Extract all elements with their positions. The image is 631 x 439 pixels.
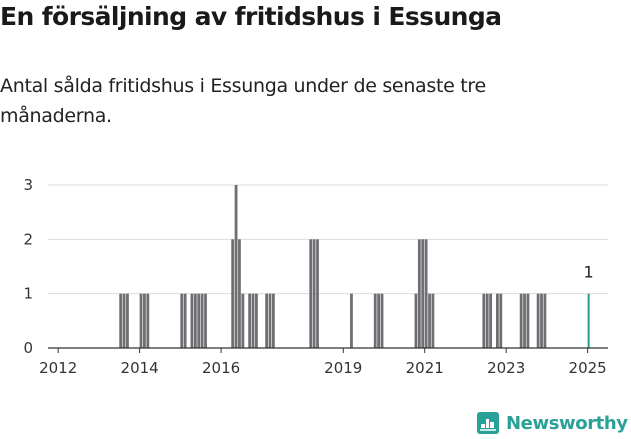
bar: [143, 293, 146, 348]
bar: [421, 239, 425, 348]
bar: [190, 293, 194, 348]
bar: [146, 293, 150, 348]
bar: [543, 293, 547, 348]
brand-logo: Newsworthy: [476, 407, 628, 439]
bar: [350, 293, 353, 348]
bar: [519, 293, 523, 348]
bar: [200, 293, 204, 348]
bar: [139, 293, 143, 348]
bar: [248, 293, 252, 348]
bar: [180, 293, 184, 348]
bar: [526, 293, 530, 348]
bar: [126, 293, 129, 348]
bar: [204, 293, 207, 348]
x-tick-label: 2016: [202, 359, 240, 377]
y-tick-label: 3: [23, 176, 33, 194]
bar: [312, 239, 316, 348]
bar: [523, 293, 526, 348]
bar: [255, 293, 258, 348]
bar: [489, 293, 493, 348]
bar: [417, 239, 421, 348]
bar: [183, 293, 187, 348]
x-tick-label: 2021: [406, 359, 444, 377]
bar: [241, 293, 245, 348]
bar: [431, 293, 435, 348]
bar: [536, 293, 540, 348]
bar: [428, 293, 431, 348]
bar: [234, 185, 238, 348]
y-tick-label: 0: [23, 339, 33, 357]
x-tick-label: 2019: [324, 359, 362, 377]
bar: [540, 293, 543, 348]
bar: [238, 239, 241, 348]
chart-subtitle: Antal sålda fritidshus i Essunga under d…: [0, 75, 486, 127]
bar: [251, 293, 255, 348]
chart-title: En försäljning av fritidshus i Essunga: [0, 2, 502, 31]
bar: [482, 293, 486, 348]
bar: [424, 239, 428, 348]
x-tick-label: 2012: [39, 359, 77, 377]
bar: [119, 293, 123, 348]
x-tick-label: 2023: [487, 359, 525, 377]
bar: [373, 293, 377, 348]
y-tick-label: 1: [23, 285, 33, 303]
x-tick-label: 2025: [569, 359, 607, 377]
bar: [485, 293, 489, 348]
bar: [496, 293, 499, 348]
bar: [414, 293, 418, 348]
x-tick-label: 2014: [121, 359, 159, 377]
data-label: 1: [584, 263, 594, 282]
y-tick-label: 2: [23, 230, 33, 248]
brand-name: Newsworthy: [506, 412, 628, 434]
bar: [380, 293, 384, 348]
bar: [316, 239, 319, 348]
bar-chart: 0 1 2 3 1 2012 2014 2016 2019 2021 2023 2025: [23, 176, 608, 377]
bar: [231, 239, 235, 348]
bar: [272, 293, 275, 348]
bar: [193, 293, 197, 348]
bar: [499, 293, 503, 348]
bar: [122, 293, 126, 348]
bar: [587, 293, 590, 348]
newsworthy-logo-icon: [477, 412, 499, 434]
bar: [265, 293, 269, 348]
bar: [309, 239, 313, 348]
bar: [197, 293, 201, 348]
bar: [377, 293, 381, 348]
bar: [268, 293, 272, 348]
